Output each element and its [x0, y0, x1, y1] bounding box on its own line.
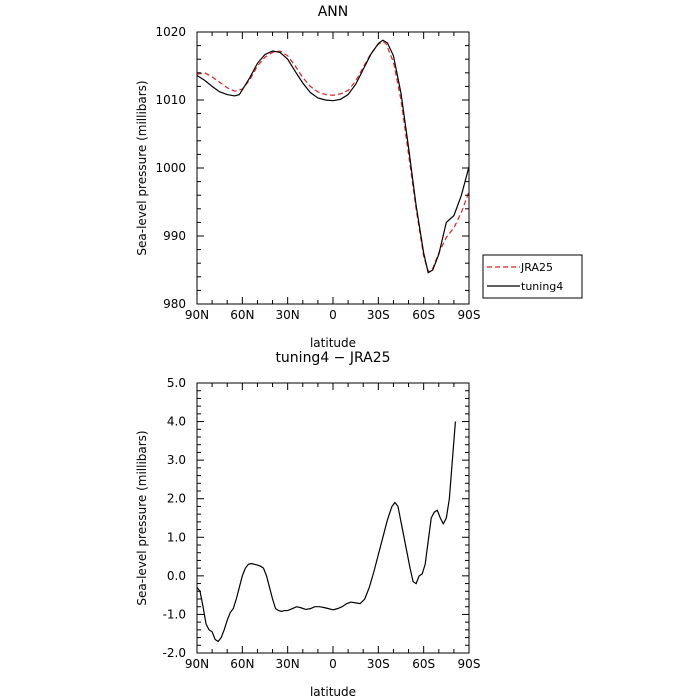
plot-frame: [196, 382, 470, 654]
y-tick-label: 1000: [155, 161, 186, 175]
legend: JRA25 tuning4: [482, 254, 583, 299]
x-tick-label: 60N: [230, 308, 254, 322]
y-tick-label: 2.0: [167, 492, 186, 506]
x-tick-label: 0: [329, 657, 337, 671]
x-tick-label: 60N: [230, 657, 254, 671]
chart-title: tuning4 − JRA25: [275, 350, 390, 366]
legend-label-tuning4: tuning4: [521, 280, 563, 293]
y-axis-label: Sea-level pressure (millibars): [135, 430, 149, 605]
y-tick-label: 1.0: [167, 530, 186, 544]
legend-label-jra25: JRA25: [520, 261, 553, 274]
y-tick-label: 1020: [155, 25, 186, 39]
legend-box: [482, 254, 583, 299]
difference-panel: tuning4 − JRA25 Sea-level pressure (mill…: [135, 350, 480, 699]
x-tick-label: 90N: [185, 308, 209, 322]
y-tick-label: 990: [163, 229, 186, 243]
x-tick-label: 90N: [185, 657, 209, 671]
plot-frame: [196, 31, 470, 305]
series-line-jra25: [196, 40, 470, 273]
y-tick-label: 5.0: [167, 376, 186, 390]
y-tick-label: 0.0: [167, 569, 186, 583]
chart-title: ANN: [318, 4, 349, 20]
y-tick-label: 4.0: [167, 415, 186, 429]
sea-level-pressure-panel: ANN Sea-level pressure (millibars) latit…: [135, 4, 583, 350]
x-tick-label: 30S: [367, 308, 390, 322]
y-tick-label: -1.0: [163, 607, 186, 621]
x-tick-label: 0: [329, 308, 337, 322]
series-line-difference: [196, 421, 456, 643]
y-tick-label: 1010: [155, 93, 186, 107]
x-axis-label: latitude: [310, 336, 356, 350]
series-line-tuning4: [196, 39, 470, 274]
x-tick-label: 30S: [367, 657, 390, 671]
y-tick-label: -2.0: [163, 646, 186, 660]
x-tick-label: 30N: [276, 308, 300, 322]
x-tick-label: 90S: [458, 308, 481, 322]
x-tick-label: 30N: [276, 657, 300, 671]
x-tick-label: 60S: [412, 308, 435, 322]
y-tick-label: 3.0: [167, 453, 186, 467]
y-axis-label: Sea-level pressure (millibars): [135, 80, 149, 255]
x-tick-label: 60S: [412, 657, 435, 671]
x-axis-label: latitude: [310, 685, 356, 699]
x-tick-label: 90S: [458, 657, 481, 671]
y-tick-label: 980: [163, 297, 186, 311]
